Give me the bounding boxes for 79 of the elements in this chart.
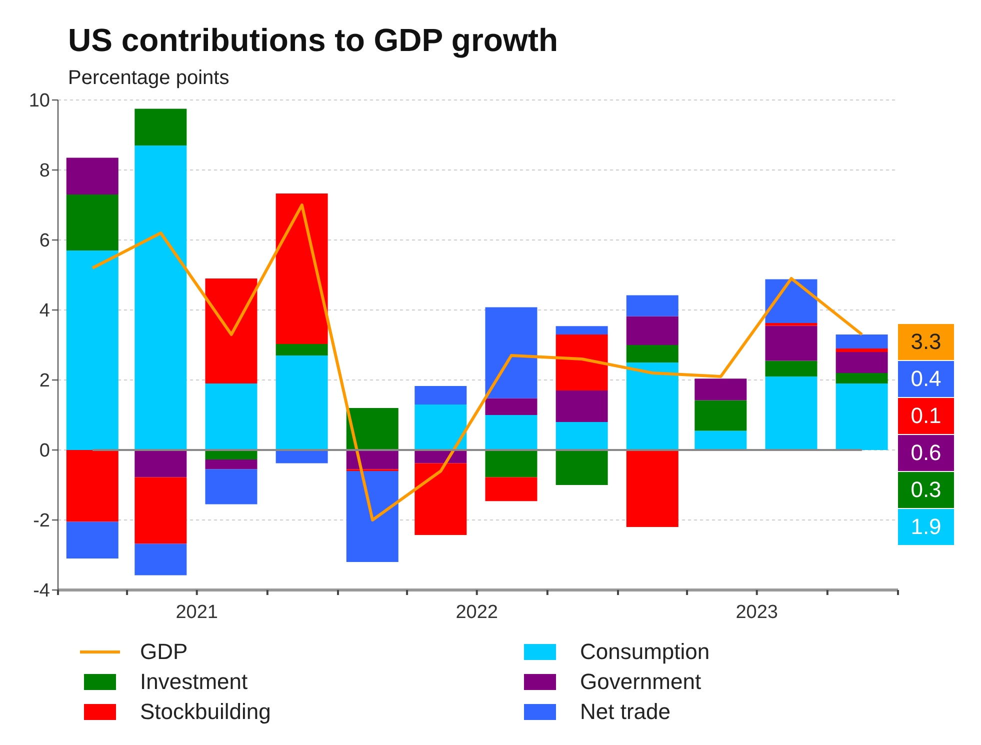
bar	[414, 404, 467, 450]
bar	[346, 471, 398, 562]
bar	[765, 322, 818, 326]
y-tick-label: 10	[28, 90, 50, 112]
bar	[836, 352, 888, 373]
x-tick-label: 2022	[456, 602, 498, 623]
bar	[765, 326, 818, 361]
legend-label: Consumption	[580, 639, 710, 665]
bar	[626, 362, 678, 450]
text: 0.4	[898, 361, 954, 397]
bar	[66, 194, 118, 250]
y-tick-label: 0	[39, 440, 50, 462]
bar	[626, 345, 678, 362]
bar	[66, 450, 118, 522]
bar	[66, 250, 118, 450]
text: 3.3	[898, 324, 954, 360]
bar	[66, 158, 118, 194]
bar	[836, 334, 888, 348]
bar	[485, 450, 538, 478]
bar	[134, 108, 187, 146]
bar	[626, 450, 678, 527]
x-tick-label: 2021	[176, 602, 218, 623]
bar	[556, 326, 608, 334]
bar	[626, 316, 678, 345]
bar	[205, 450, 258, 460]
y-tick-label: 2	[39, 370, 50, 392]
y-tick-label: 6	[39, 230, 50, 252]
bar	[556, 334, 608, 390]
text: 0.3	[898, 472, 954, 508]
y-tick-label: 4	[39, 300, 50, 322]
bar	[205, 278, 258, 384]
text: 0.6	[898, 435, 954, 471]
legend-label: GDP	[140, 639, 188, 665]
bar	[414, 386, 467, 404]
bar	[414, 463, 467, 536]
bar	[485, 398, 538, 415]
bar	[836, 348, 888, 352]
text: 0.1	[898, 398, 954, 434]
bar	[485, 307, 538, 398]
y-tick-label: -2	[33, 510, 50, 532]
bar	[134, 450, 187, 478]
bar	[205, 384, 258, 450]
legend-label: Net trade	[580, 699, 670, 725]
bar	[694, 400, 747, 431]
bar	[276, 356, 328, 450]
text: 1.9	[898, 509, 954, 545]
bar	[626, 295, 678, 316]
bar	[765, 376, 818, 450]
x-tick-label: 2023	[736, 602, 778, 623]
chart-title: US contributions to GDP growth	[68, 21, 560, 59]
bar	[276, 344, 328, 356]
legend-label: Stockbuilding	[140, 699, 271, 725]
bar	[765, 279, 818, 323]
chart-subtitle: Percentage points	[68, 67, 230, 90]
bar	[556, 390, 608, 422]
y-tick-label: 8	[39, 160, 50, 182]
bar	[485, 477, 538, 502]
legend-label: Investment	[140, 669, 248, 695]
bar	[556, 422, 608, 450]
bar	[205, 469, 258, 504]
bar	[765, 360, 818, 376]
bar	[836, 373, 888, 384]
y-tick-label: -4	[33, 580, 50, 602]
bar	[66, 522, 118, 558]
bar	[694, 378, 747, 400]
bar	[346, 408, 398, 450]
bar	[346, 450, 398, 470]
bar	[134, 146, 187, 450]
line-series	[91, 204, 864, 522]
bar	[134, 477, 187, 544]
bar	[205, 459, 258, 470]
legend-label: Government	[580, 669, 702, 695]
bar	[276, 193, 328, 344]
bar	[276, 450, 328, 464]
bar	[134, 544, 187, 576]
bar	[694, 430, 747, 450]
bar	[485, 415, 538, 450]
bar	[836, 384, 888, 450]
bar	[556, 450, 608, 485]
